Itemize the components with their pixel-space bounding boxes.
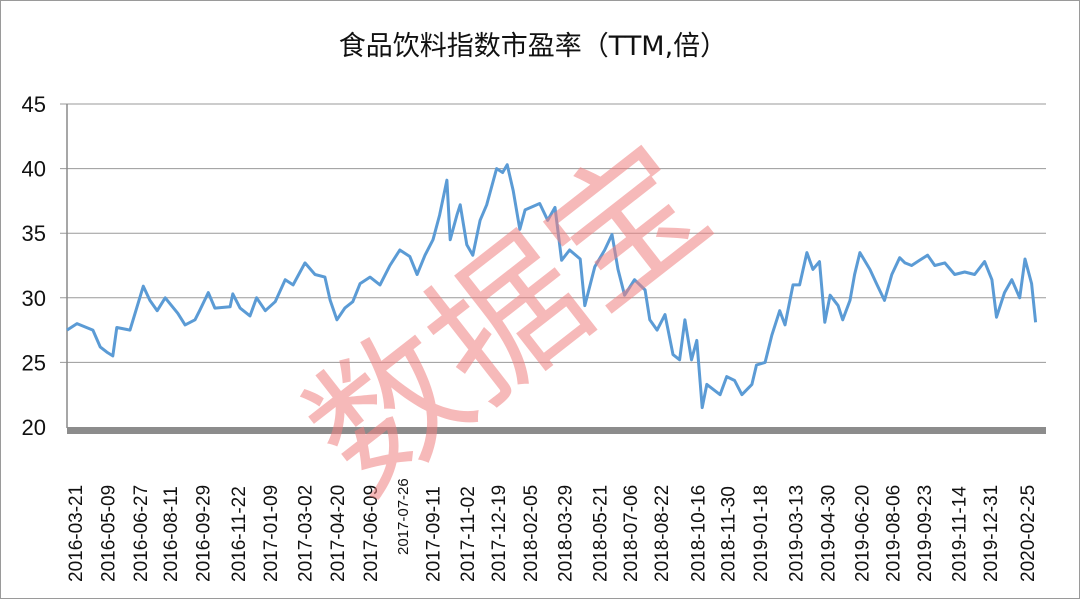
x-axis-bar: [67, 427, 1046, 434]
x-tick-label: 2016-03-21: [66, 485, 87, 582]
x-tick-label: 2016-09-29: [193, 485, 214, 582]
x-tick-label: 2016-06-27: [131, 485, 152, 582]
x-tick-label: 2019-12-31: [981, 485, 1002, 582]
x-tick-label: 2017-11-02: [458, 486, 479, 582]
y-tick-label: 35: [22, 221, 46, 246]
x-tick-label: 2018-11-30: [718, 486, 739, 582]
x-tick-label: 2018-03-29: [555, 485, 576, 582]
y-tick-label: 40: [22, 157, 46, 182]
x-tick-label: 2018-10-16: [689, 485, 710, 582]
x-tick-label: 2017-09-11: [423, 486, 444, 582]
x-tick-label: 2018-08-22: [652, 485, 673, 582]
x-tick-label: 2017-03-02: [295, 485, 316, 582]
x-tick-label: 2016-08-11: [161, 486, 182, 582]
x-tick-label: 2019-03-13: [787, 485, 808, 582]
x-tick-label: 2019-01-18: [751, 485, 772, 582]
x-tick-label: 2020-02-25: [1018, 485, 1039, 582]
y-tick-label: 20: [22, 415, 46, 440]
y-axis-ticks: 20 25 30 35 40 45: [22, 92, 46, 440]
y-tick-label: 30: [22, 286, 46, 311]
x-tick-label: 2017-07-26: [395, 478, 412, 555]
x-tick-label: 2019-04-30: [818, 485, 839, 582]
x-tick-label: 2018-07-06: [621, 485, 642, 582]
x-tick-label: 2017-04-20: [328, 485, 349, 582]
x-axis-ticks: 2016-03-21 2016-05-09 2016-06-27 2016-08-11…: [66, 478, 1039, 582]
series-line: [66, 163, 1038, 410]
x-tick-label: 2018-05-21: [590, 485, 611, 582]
x-tick-label: 2016-05-09: [98, 485, 119, 582]
x-tick-label: 2019-08-06: [883, 485, 904, 582]
x-tick-label: 2017-12-19: [489, 485, 510, 582]
chart-title: 食品饮料指数市盈率（TTM,倍）: [339, 31, 727, 62]
x-tick-label: 2017-01-09: [261, 485, 282, 582]
x-tick-label: 2019-06-20: [852, 485, 873, 582]
x-tick-label: 2017-06-09: [361, 485, 382, 582]
y-tick-label: 45: [22, 92, 46, 117]
y-tick-label: 25: [22, 350, 46, 375]
x-tick-label: 2019-09-23: [915, 485, 936, 582]
x-tick-label: 2016-11-22: [229, 486, 250, 582]
x-tick-label: 2018-02-05: [521, 485, 542, 582]
x-tick-label: 2019-11-14: [950, 486, 971, 582]
